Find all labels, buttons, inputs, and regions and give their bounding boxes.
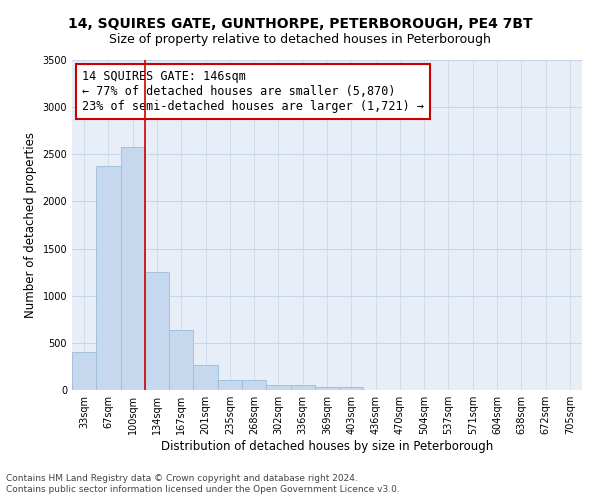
Bar — [121, 146, 145, 390]
Bar — [193, 366, 218, 390]
Bar — [242, 380, 266, 390]
Bar — [145, 272, 169, 390]
Bar — [169, 330, 193, 390]
Bar — [96, 166, 121, 390]
Bar — [315, 386, 339, 390]
Text: 14, SQUIRES GATE, GUNTHORPE, PETERBOROUGH, PE4 7BT: 14, SQUIRES GATE, GUNTHORPE, PETERBOROUG… — [68, 18, 532, 32]
Text: Contains public sector information licensed under the Open Government Licence v3: Contains public sector information licen… — [6, 486, 400, 494]
Bar — [339, 386, 364, 390]
Text: Size of property relative to detached houses in Peterborough: Size of property relative to detached ho… — [109, 32, 491, 46]
Text: Contains HM Land Registry data © Crown copyright and database right 2024.: Contains HM Land Registry data © Crown c… — [6, 474, 358, 483]
Y-axis label: Number of detached properties: Number of detached properties — [24, 132, 37, 318]
Text: 14 SQUIRES GATE: 146sqm
← 77% of detached houses are smaller (5,870)
23% of semi: 14 SQUIRES GATE: 146sqm ← 77% of detache… — [82, 70, 424, 113]
Bar — [266, 386, 290, 390]
Bar — [72, 352, 96, 390]
Bar — [218, 380, 242, 390]
Bar — [290, 386, 315, 390]
X-axis label: Distribution of detached houses by size in Peterborough: Distribution of detached houses by size … — [161, 440, 493, 453]
